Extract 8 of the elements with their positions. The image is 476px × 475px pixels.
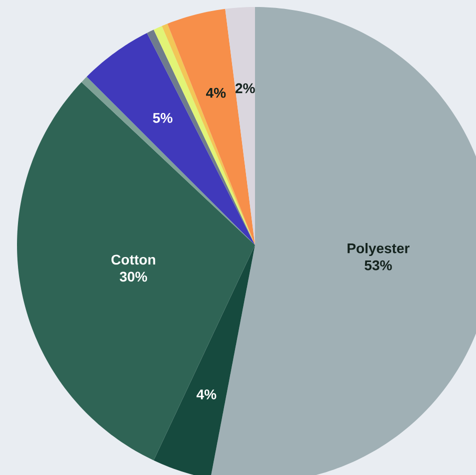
data-label: 4% [196, 389, 216, 400]
slice-label: Cotton [111, 254, 156, 265]
data-label: 5% [152, 112, 172, 123]
data-label: 2% [236, 83, 255, 94]
data-label: 30% [120, 272, 148, 282]
data-label: 4% [206, 88, 226, 98]
slice-label: Polyester [348, 242, 410, 256]
data-label: 53% [364, 260, 392, 270]
